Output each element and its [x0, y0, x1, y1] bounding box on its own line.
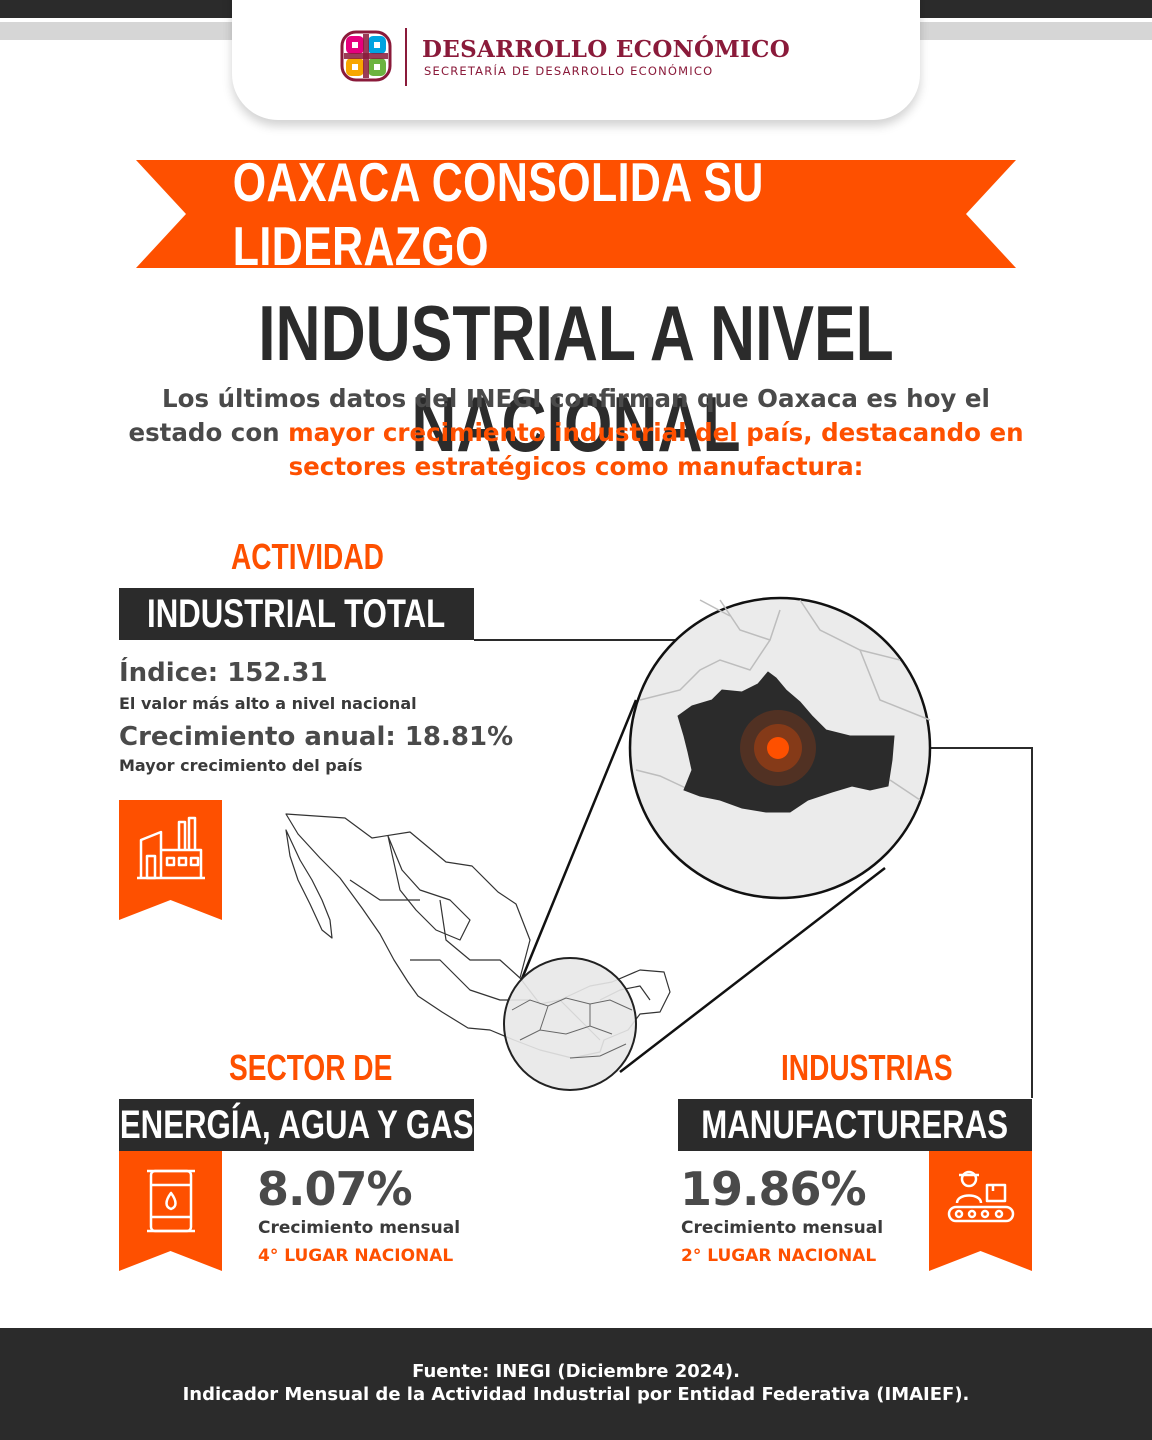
oil-barrel-icon	[119, 1151, 222, 1271]
header-tab	[232, 0, 920, 120]
zoom-detail-borders	[635, 599, 931, 801]
manufacturing-percent: 19.86%	[680, 1162, 867, 1216]
intro-paragraph: Los últimos datos del INEGI confirman qu…	[120, 382, 1032, 484]
zoom-source-circle	[503, 957, 637, 1091]
top-grey-bar-left	[0, 22, 280, 40]
industrial-index: Índice: 152.31	[119, 658, 328, 688]
location-pulse-icon	[740, 710, 816, 786]
manufacturing-rank: 2° LUGAR NACIONAL	[681, 1246, 877, 1266]
worker-conveyor-icon	[929, 1151, 1032, 1271]
zoom-line-upper	[508, 699, 638, 1009]
footer-source: Fuente: INEGI (Diciembre 2024).	[412, 1361, 740, 1382]
industrial-total-label-text: INDUSTRIAL TOTAL	[147, 591, 446, 636]
industrial-index-note: El valor más alto a nivel nacional	[119, 694, 417, 713]
energy-rank: 4° LUGAR NACIONAL	[258, 1246, 454, 1266]
energy-label-text: ENERGÍA, AGUA Y GAS	[119, 1102, 474, 1147]
factory-icon	[119, 800, 222, 920]
state-emblem-icon	[340, 30, 392, 82]
top-bar-left	[0, 0, 260, 18]
manufacturing-label-top: INDUSTRIAS	[781, 1047, 953, 1088]
manufacturing-label-text: MANUFACTURERAS	[701, 1102, 1009, 1147]
energy-label-box: ENERGÍA, AGUA Y GAS	[119, 1099, 474, 1151]
manufacturing-note: Crecimiento mensual	[681, 1218, 884, 1238]
brand-title: DESARROLLO ECONÓMICO	[422, 36, 791, 63]
ribbon-headline: OAXACA CONSOLIDA SU LIDERAZGO	[232, 151, 764, 277]
footer	[0, 1328, 1152, 1440]
zoom-line-lower	[619, 867, 886, 1073]
footer-indicator: Indicador Mensual de la Actividad Indust…	[182, 1384, 970, 1405]
top-grey-bar-right	[872, 22, 1152, 40]
industrial-growth-note: Mayor crecimiento del país	[119, 756, 363, 775]
brand-subtitle: SECRETARÍA DE DESARROLLO ECONÓMICO	[424, 64, 714, 78]
industrial-growth: Crecimiento anual: 18.81%	[119, 722, 514, 752]
intro-text: Los últimos datos del INEGI confirman qu…	[128, 384, 990, 447]
energy-note: Crecimiento mensual	[258, 1218, 461, 1238]
top-bar-right	[902, 0, 1152, 18]
energy-percent: 8.07%	[257, 1162, 413, 1216]
industrial-total-label-box: INDUSTRIAL TOTAL	[119, 588, 474, 640]
industrial-total-label-top: ACTIVIDAD	[231, 536, 384, 577]
energy-label-top: SECTOR DE	[229, 1047, 393, 1088]
manufacturing-label-box: MANUFACTURERAS	[678, 1099, 1032, 1151]
headline-ribbon	[136, 160, 1016, 268]
zoom-source-borders	[511, 997, 633, 1059]
intro-highlight: mayor crecimiento industrial del país, d…	[288, 418, 1024, 481]
logo-divider	[405, 28, 407, 86]
headline-line2: INDUSTRIAL A NIVEL NACIONAL	[258, 289, 894, 468]
